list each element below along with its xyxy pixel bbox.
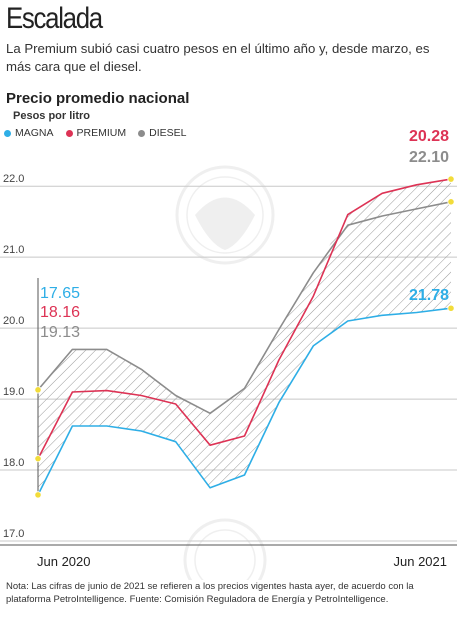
line-chart: 17.0 18.0 19.0 20.0 21.0 22.0 17.65 18.16 19.13… bbox=[0, 128, 457, 580]
units-label: Pesos por litro bbox=[13, 110, 91, 122]
y-tick-label: 18.0 bbox=[3, 457, 24, 469]
legend-label-premium: PREMIUM bbox=[76, 127, 127, 139]
hatched-band bbox=[38, 179, 451, 495]
series-line-diesel bbox=[37, 201, 452, 415]
y-axis-ticks: 17.0 18.0 19.0 20.0 21.0 22.0 bbox=[3, 173, 24, 540]
chart-title: Escalada bbox=[6, 2, 103, 35]
end-label-premium: 20.28 bbox=[409, 128, 449, 145]
start-label-premium: 18.16 bbox=[40, 304, 80, 321]
point-marker-diesel bbox=[447, 198, 455, 206]
legend-label-magna: MAGNA bbox=[15, 127, 54, 139]
legend-dot-magna bbox=[4, 129, 11, 137]
point-marker-premium bbox=[34, 455, 42, 463]
legend-label-diesel: DIESEL bbox=[149, 127, 187, 139]
legend-dot-diesel bbox=[138, 129, 146, 137]
y-tick-label: 20.0 bbox=[3, 315, 24, 327]
hatched-area bbox=[38, 179, 451, 495]
series-line-premium bbox=[37, 178, 452, 460]
end-label-diesel: 22.10 bbox=[409, 149, 449, 166]
x-tick-label: Jun 2021 bbox=[394, 554, 448, 569]
chart-subtitle: La Premium subió casi cuatro pesos en el… bbox=[6, 41, 430, 74]
series-markers bbox=[34, 175, 455, 499]
legend-dot-premium bbox=[65, 129, 73, 137]
y-tick-label: 22.0 bbox=[3, 173, 24, 185]
start-label-diesel: 19.13 bbox=[40, 324, 80, 341]
y-tick-label: 19.0 bbox=[3, 386, 24, 398]
series-line-magna bbox=[37, 307, 452, 496]
legend-item-premium: PREMIUM bbox=[65, 127, 127, 139]
x-tick-label: Jun 2020 bbox=[37, 554, 91, 569]
value-labels: 17.65 18.16 19.13 21.78 20.28 22.10 bbox=[40, 128, 449, 341]
legend-item-diesel: DIESEL bbox=[138, 127, 186, 139]
legend-item-magna: MAGNA bbox=[4, 127, 54, 139]
footnote: Nota: Las cifras de junio de 2021 se ref… bbox=[6, 581, 414, 605]
end-label-magna: 21.78 bbox=[409, 287, 449, 304]
point-marker-diesel bbox=[34, 386, 42, 394]
series-lines bbox=[37, 178, 452, 496]
point-marker-premium bbox=[447, 175, 455, 183]
section-title: Precio promedio nacional bbox=[6, 90, 190, 107]
seal-watermark bbox=[175, 165, 275, 580]
y-tick-label: 21.0 bbox=[3, 244, 24, 256]
y-tick-label: 17.0 bbox=[3, 528, 24, 540]
legend: MAGNA PREMIUM DIESEL bbox=[4, 126, 198, 140]
x-axis-ticks: Jun 2020 Jun 2021 bbox=[37, 554, 447, 569]
point-marker-magna bbox=[447, 304, 455, 312]
point-marker-magna bbox=[34, 491, 42, 499]
start-label-magna: 17.65 bbox=[40, 285, 80, 302]
